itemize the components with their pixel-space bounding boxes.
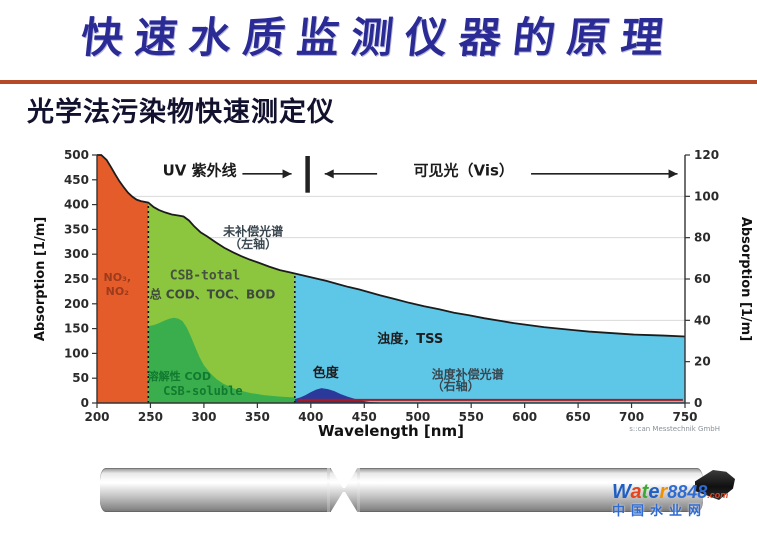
probe-ring [357,468,360,512]
svg-text:0: 0 [694,396,702,410]
svg-text:s::can Messtechnik GmbH: s::can Messtechnik GmbH [629,425,720,433]
csb-soluble-area [148,317,295,403]
svg-text:NO₃,: NO₃, [104,271,132,284]
watermark-site-name: 中国水业网 [612,503,708,518]
absorption-spectrum-chart: 0 50 100 150 200 250 300 350 400 450 500 0 20 40 60 80 1… [30,138,757,440]
watermark-logo: Water8848.com [612,481,729,503]
svg-text:NO₂: NO₂ [106,285,130,298]
svg-text:可见光（Vis）: 可见光（Vis） [413,161,513,179]
svg-text:Absorption [1/m]: Absorption [1/m] [33,217,48,341]
probe-ring [327,468,330,512]
svg-text:250: 250 [64,272,89,286]
svg-text:溶解性 COD: 溶解性 COD [148,369,211,383]
svg-text:Wavelength [nm]: Wavelength [nm] [318,422,464,440]
svg-text:CSB-soluble: CSB-soluble [163,384,242,398]
svg-text:350: 350 [245,410,270,424]
svg-text:40: 40 [694,313,711,327]
svg-text:50: 50 [72,371,89,385]
svg-text:100: 100 [64,346,89,360]
svg-text:650: 650 [566,410,591,424]
slide-subtitle: 光学法污染物快速测定仪 [27,97,335,127]
svg-text:350: 350 [64,222,89,236]
svg-text:250: 250 [138,410,163,424]
page-title: 快速水质监测仪器的原理 [78,13,678,61]
svg-text:500: 500 [64,148,89,162]
svg-text:60: 60 [694,272,711,286]
svg-text:Absorption [1/m]: Absorption [1/m] [738,217,753,341]
svg-text:0: 0 [81,396,89,410]
svg-text:400: 400 [64,198,89,212]
svg-text:450: 450 [352,410,377,424]
svg-text:100: 100 [694,189,719,203]
svg-text:300: 300 [64,247,89,261]
svg-text:（左轴）: （左轴） [229,236,277,251]
svg-text:色度: 色度 [313,365,340,381]
probe-photo [95,460,740,518]
svg-text:UV 紫外线: UV 紫外线 [163,161,237,179]
watermark: Water8848.com 中国水业网 [612,482,757,518]
chart-svg: 0 50 100 150 200 250 300 350 400 450 500 0 20 40 60 80 1… [30,138,757,440]
svg-text:（右轴）: （右轴） [432,378,480,393]
turbidity-region [294,273,685,403]
svg-text:600: 600 [512,410,537,424]
svg-text:CSB-total: CSB-total [170,268,240,283]
svg-text:750: 750 [672,410,697,424]
svg-text:浊度补偿光谱: 浊度补偿光谱 [432,367,504,382]
svg-text:450: 450 [64,173,89,187]
svg-text:500: 500 [405,410,430,424]
svg-text:150: 150 [64,322,89,336]
svg-text:700: 700 [619,410,644,424]
svg-text:300: 300 [191,410,216,424]
svg-text:400: 400 [298,410,323,424]
uv-nitrate-region [97,155,149,403]
probe-body [100,468,703,512]
svg-text:总 COD、TOC、BOD: 总 COD、TOC、BOD [150,286,276,301]
title-divider-rule [0,80,757,84]
svg-text:未补偿光谱: 未补偿光谱 [222,223,283,238]
svg-text:200: 200 [84,410,109,424]
uncompensated-spectrum-left-axis [97,154,686,338]
svg-text:550: 550 [459,410,484,424]
svg-text:20: 20 [694,355,711,369]
svg-text:200: 200 [64,297,89,311]
svg-text:80: 80 [694,231,711,245]
svg-text:120: 120 [694,148,719,162]
svg-text:浊度，TSS: 浊度，TSS [377,331,443,347]
